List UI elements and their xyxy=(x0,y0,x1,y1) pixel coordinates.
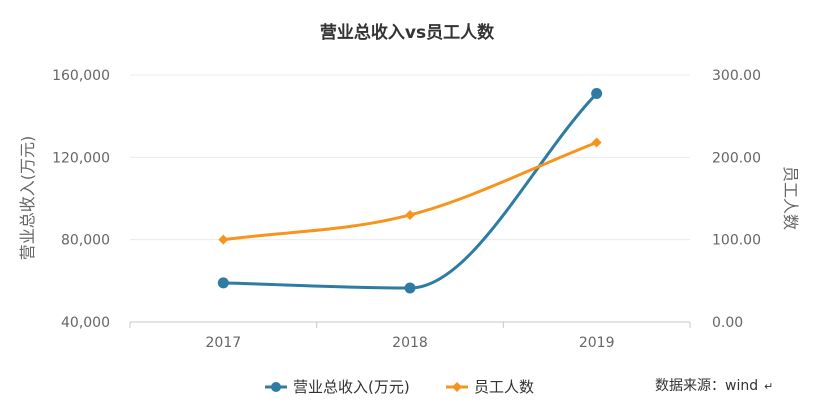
right-tick-label: 200.00 xyxy=(712,150,761,166)
x-axis: 2017 2018 2019 xyxy=(129,322,691,351)
legend-label[interactable]: 营业总收入(万元) xyxy=(293,378,410,396)
data-point[interactable] xyxy=(405,209,415,220)
return-mark: ↵ xyxy=(764,380,773,393)
left-axis-ticks: 40,000 80,000 120,000 160,000 xyxy=(52,68,110,331)
right-tick-label: 0.00 xyxy=(712,315,743,331)
x-tick-label: 2019 xyxy=(579,335,615,351)
left-tick-label: 80,000 xyxy=(61,233,110,249)
left-tick-label: 120,000 xyxy=(52,150,110,166)
series-layer xyxy=(217,88,603,294)
data-point[interactable] xyxy=(218,234,229,245)
legend: 营业总收入(万元) 员工人数 xyxy=(265,378,534,396)
left-tick-label: 40,000 xyxy=(61,315,110,331)
legend-label[interactable]: 员工人数 xyxy=(474,378,534,396)
right-axis-title: 员工人数 xyxy=(781,166,800,230)
data-point[interactable] xyxy=(217,277,229,289)
data-point[interactable] xyxy=(591,137,602,148)
data-point[interactable] xyxy=(404,282,416,294)
left-axis-title: 营业总收入(万元) xyxy=(18,136,37,261)
right-tick-label: 100.00 xyxy=(712,233,761,249)
legend-marker[interactable] xyxy=(271,382,281,392)
right-axis-ticks: 0.00 100.00 200.00 300.00 xyxy=(712,68,761,331)
source-note: 数据来源：wind xyxy=(655,378,758,394)
series-line xyxy=(221,92,599,290)
left-tick-label: 160,000 xyxy=(52,68,110,84)
x-tick-label: 2018 xyxy=(392,335,428,351)
x-tick-label: 2017 xyxy=(206,335,242,351)
legend-marker[interactable] xyxy=(452,382,462,392)
chart-title: 营业总收入vs员工人数 xyxy=(320,22,495,43)
data-point[interactable] xyxy=(591,88,603,100)
right-tick-label: 300.00 xyxy=(712,68,761,84)
